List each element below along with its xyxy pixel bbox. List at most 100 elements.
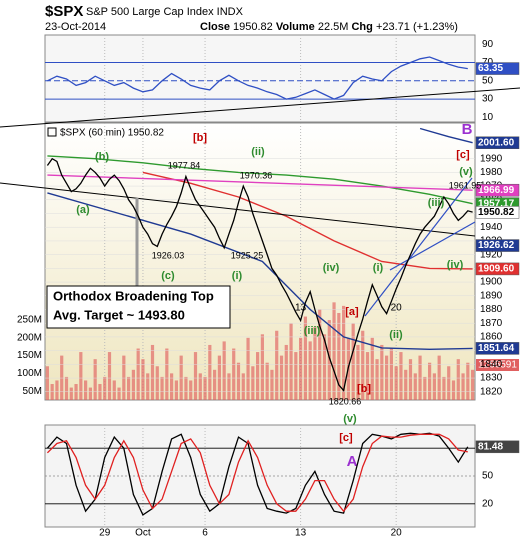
volume-bar <box>103 376 107 400</box>
wave-label: 1820.66 <box>329 396 362 406</box>
volume-bar <box>217 355 221 400</box>
wave-label: [b] <box>357 383 371 395</box>
wave-label: 1961.95 <box>449 180 482 190</box>
volume-bar <box>69 387 73 400</box>
volume-bar <box>423 376 427 400</box>
value-badge-label: 1909.60 <box>478 264 515 275</box>
y-tick-label: 1830 <box>480 373 503 384</box>
wave-label: (a) <box>76 204 90 216</box>
wave-label: (i) <box>232 270 243 282</box>
y-tick-label: 1990 <box>480 153 503 164</box>
volume-bar <box>270 369 274 400</box>
trend-line <box>0 182 476 237</box>
volume-bar <box>55 380 59 400</box>
indicator-line <box>46 432 469 516</box>
volume-bar <box>112 380 116 400</box>
wave-label: (i) <box>373 262 384 274</box>
channel-line <box>364 177 473 317</box>
x-tick-label: 29 <box>99 528 111 539</box>
volume-bar <box>107 352 112 400</box>
volume-bar <box>451 380 456 400</box>
stochastic-panel <box>44 424 476 528</box>
volume-bar <box>380 344 384 400</box>
volume-bar <box>337 312 341 400</box>
change: +23.71 (+1.23%) <box>376 21 458 33</box>
moving-average <box>47 192 473 351</box>
value-badge-label: 81.48 <box>478 441 503 452</box>
price-line <box>46 157 473 392</box>
volume-bar <box>428 362 432 400</box>
volume-bar <box>408 359 413 400</box>
x-tick-label: 6 <box>202 528 208 539</box>
volume-bar <box>466 362 470 400</box>
index-name: S&P 500 Large Cap Index INDX <box>86 6 244 18</box>
volume-bar <box>189 380 193 400</box>
wave-label: A <box>347 453 358 470</box>
volume-bar <box>318 309 322 400</box>
value-badge-label: 1851.64 <box>478 343 515 354</box>
wave-label: (ii) <box>389 329 403 341</box>
volume-bar <box>88 387 92 400</box>
value-badge <box>475 183 520 197</box>
volume-bar <box>222 341 226 400</box>
volume-bar <box>432 373 436 400</box>
wave-label: (v) <box>343 413 357 425</box>
indicator-line <box>46 433 468 513</box>
x-tick-label: 20 <box>391 528 403 539</box>
y-tick-label: 1840 <box>480 359 503 370</box>
value-badge-label: 1966.99 <box>478 185 515 196</box>
rsi-panel <box>44 34 476 123</box>
volume-bar <box>342 305 346 400</box>
wave-label: B <box>462 121 473 138</box>
volume-bar <box>351 323 355 400</box>
volume-tick-label: 50M <box>23 386 42 397</box>
volume-bar <box>322 334 327 400</box>
volume-bar <box>413 373 417 400</box>
y-tick-label: 30 <box>482 94 494 105</box>
note-box <box>46 285 231 329</box>
volume-tick-label: 250M <box>17 315 42 326</box>
moving-average <box>419 127 473 144</box>
price-panel <box>44 122 476 401</box>
quote-line: Close 1950.82 Volume 22.5M Chg +23.71 (+… <box>200 21 458 33</box>
volume-bar <box>389 348 393 400</box>
layer: 103050709063.3550M100M150M200M250M126659… <box>0 35 520 539</box>
y-tick-label: 50 <box>482 471 494 482</box>
wave-label: (ii) <box>251 146 265 158</box>
volume-badge <box>476 359 519 371</box>
symbol: $SPX <box>45 3 83 20</box>
volume-bar <box>60 355 64 400</box>
volume-bar <box>174 380 178 400</box>
wave-label: (c) <box>161 270 175 282</box>
volume-bar <box>442 376 446 400</box>
volume-bar <box>256 352 260 400</box>
volume-bar <box>332 302 336 400</box>
moving-average <box>142 171 473 270</box>
volume-bar <box>127 376 131 400</box>
volume-bar <box>251 366 255 400</box>
volume-bar <box>385 355 389 400</box>
volume-bar <box>418 355 422 400</box>
y-tick-label: 1880 <box>480 304 503 315</box>
value-badge <box>475 136 520 149</box>
volume-bar <box>437 355 441 400</box>
y-tick-label: 1860 <box>480 332 503 343</box>
y-tick-label: 1870 <box>480 318 503 329</box>
value-badge-label: 2001.60 <box>478 137 515 148</box>
volume-bar <box>236 362 241 400</box>
volume-bar <box>365 352 370 400</box>
wave-label: 1977.84 <box>168 160 201 170</box>
volume-bar <box>227 373 231 400</box>
indicator-line <box>47 56 468 100</box>
volume-bar <box>447 366 451 400</box>
wave-label: (iii) <box>428 197 445 209</box>
note-text: Avg. Target ~ 1493.80 <box>53 307 185 322</box>
volume-tick-label: 100M <box>17 368 42 379</box>
x-tick-label: 13 <box>295 303 307 314</box>
value-badge <box>475 262 520 276</box>
wave-label: [a] <box>345 306 359 318</box>
y-tick-label: 1900 <box>480 277 503 288</box>
moving-average <box>47 155 473 205</box>
legend-swatch <box>47 127 57 137</box>
volume-bar <box>275 330 279 400</box>
